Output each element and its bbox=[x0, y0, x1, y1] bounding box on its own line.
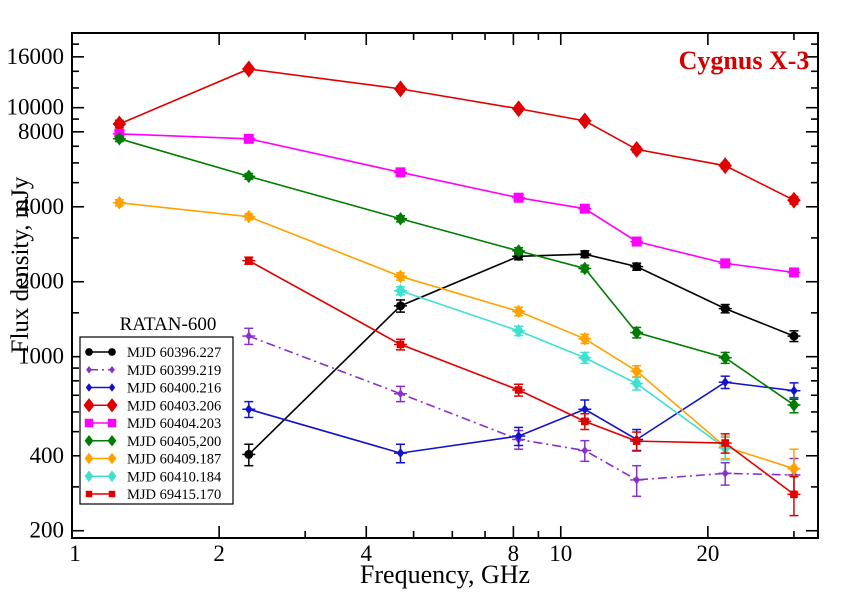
plot-frame bbox=[71, 32, 819, 539]
legend-entry-7: MJD 60409.187 bbox=[84, 452, 221, 468]
y-tick-label-8000: 8000 bbox=[18, 119, 64, 144]
series-MJD-60410-184 bbox=[393, 283, 732, 461]
legend-entry-label: MJD 60396.227 bbox=[127, 345, 221, 361]
x-axis-label: Frequency, GHz bbox=[359, 560, 531, 589]
series-MJD-60396-227 bbox=[242, 249, 801, 467]
x-tick-label-1: 1 bbox=[69, 541, 81, 566]
y-axis-label: Flux density, mJy bbox=[7, 176, 34, 354]
chart-title: Cygnus X-3 bbox=[678, 46, 810, 75]
legend-entry-1: MJD 60396.227 bbox=[85, 345, 221, 361]
y-tick-label-1000: 1000 bbox=[18, 344, 64, 369]
series-MJD-60399-219 bbox=[242, 327, 801, 498]
series-MJD-60404-203 bbox=[112, 128, 801, 278]
x-tick-label-10: 10 bbox=[549, 541, 572, 566]
y-tick-label-10000: 10000 bbox=[7, 95, 65, 120]
y-tick-label-200: 200 bbox=[30, 518, 65, 543]
legend: RATAN-600 MJD 60396.227 MJD 60399.219 MJD 6… bbox=[79, 314, 234, 505]
y-tick-label-16000: 16000 bbox=[7, 44, 65, 69]
legend-entry-label: MJD 60404.203 bbox=[127, 416, 221, 432]
legend-entry-label: MJD 60399.219 bbox=[127, 363, 221, 379]
legend-entry-label: MJD 60403.206 bbox=[127, 398, 221, 414]
y-tick-label-400: 400 bbox=[30, 443, 65, 468]
series-line bbox=[119, 201, 795, 470]
legend-title: RATAN-600 bbox=[120, 314, 217, 335]
legend-entry-label: MJD 60400.216 bbox=[127, 381, 221, 397]
legend-entry-9: MJD 69415.170 bbox=[85, 487, 221, 503]
legend-entry-4: MJD 60403.206 bbox=[83, 398, 221, 414]
legend-entry-label: MJD 60409.187 bbox=[127, 452, 221, 468]
series-line bbox=[119, 68, 795, 201]
series-MJD-69415-170 bbox=[242, 256, 801, 517]
series-line bbox=[400, 289, 726, 449]
x-tick-label-4: 4 bbox=[361, 541, 373, 566]
legend-entry-label: MJD 60410.184 bbox=[127, 469, 222, 485]
series-line bbox=[119, 138, 795, 406]
series-line bbox=[248, 335, 794, 481]
y-tick-label-2000: 2000 bbox=[18, 269, 64, 294]
legend-entry-8: MJD 60410.184 bbox=[84, 469, 222, 485]
series-MJD-60405-200 bbox=[112, 132, 801, 414]
series-line bbox=[248, 259, 795, 495]
legend-entry-label: MJD 60405,200 bbox=[127, 434, 221, 450]
axis-ticks bbox=[71, 33, 818, 538]
legend-entry-6: MJD 60405,200 bbox=[84, 434, 221, 450]
x-tick-label-8: 8 bbox=[508, 541, 520, 566]
legend-entry-label: MJD 69415.170 bbox=[127, 487, 221, 503]
series-line bbox=[119, 133, 795, 274]
x-tick-label-20: 20 bbox=[696, 541, 719, 566]
series-MJD-60403-206 bbox=[112, 60, 801, 209]
x-tick-label-2: 2 bbox=[213, 541, 225, 566]
y-tick-label-4000: 4000 bbox=[18, 194, 64, 219]
legend-entry-2: MJD 60399.219 bbox=[86, 363, 221, 379]
legend-entry-3: MJD 60400.216 bbox=[85, 381, 221, 397]
legend-entry-5: MJD 60404.203 bbox=[84, 416, 221, 432]
